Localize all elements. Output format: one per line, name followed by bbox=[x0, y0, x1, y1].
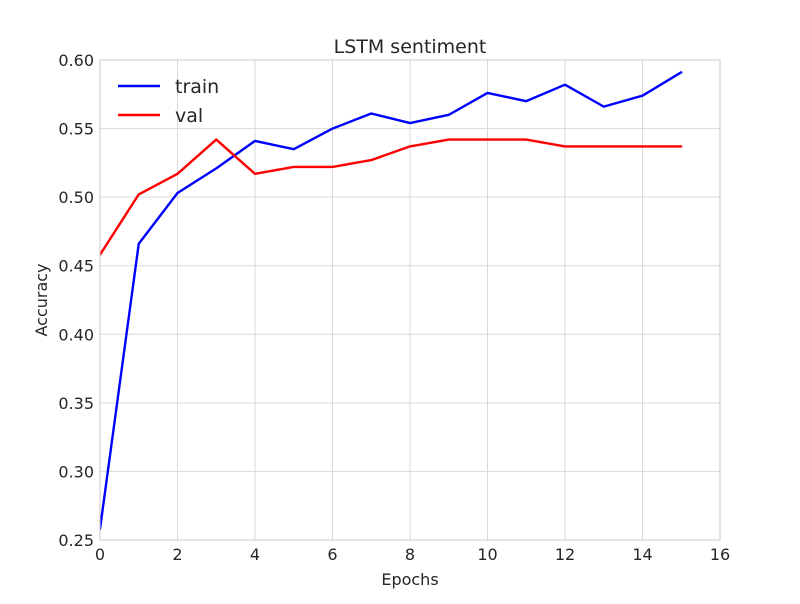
series-line-train bbox=[100, 71, 683, 531]
x-tick-labels: 0 2 4 6 8 10 12 14 16 bbox=[95, 545, 730, 564]
x-tick-label: 0 bbox=[95, 545, 105, 564]
x-tick-label: 12 bbox=[555, 545, 575, 564]
x-tick-label: 14 bbox=[632, 545, 652, 564]
x-tick-label: 4 bbox=[250, 545, 260, 564]
x-tick-label: 6 bbox=[327, 545, 337, 564]
y-tick-labels: 0.25 0.30 0.35 0.40 0.45 0.50 0.55 0.60 bbox=[58, 51, 94, 550]
grid bbox=[99, 59, 721, 541]
y-tick-label: 0.45 bbox=[58, 257, 94, 276]
y-tick-label: 0.55 bbox=[58, 120, 94, 139]
legend-label-val: val bbox=[175, 105, 203, 127]
y-tick-label: 0.60 bbox=[58, 51, 94, 70]
x-axis-label: Epochs bbox=[381, 570, 438, 589]
series-lines bbox=[100, 71, 683, 531]
chart-title: LSTM sentiment bbox=[334, 36, 487, 58]
x-tick-label: 8 bbox=[405, 545, 415, 564]
y-tick-label: 0.25 bbox=[58, 531, 94, 550]
x-tick-label: 2 bbox=[172, 545, 182, 564]
y-tick-label: 0.35 bbox=[58, 394, 94, 413]
plot-frame bbox=[99, 59, 721, 541]
y-axis-label: Accuracy bbox=[32, 263, 51, 336]
y-tick-label: 0.40 bbox=[58, 325, 94, 344]
series-line-val bbox=[100, 138, 683, 256]
legend: train val bbox=[118, 76, 219, 127]
x-tick-label: 16 bbox=[710, 545, 730, 564]
legend-label-train: train bbox=[175, 76, 219, 98]
x-tick-label: 10 bbox=[477, 545, 497, 564]
y-tick-label: 0.50 bbox=[58, 188, 94, 207]
y-tick-label: 0.30 bbox=[58, 462, 94, 481]
